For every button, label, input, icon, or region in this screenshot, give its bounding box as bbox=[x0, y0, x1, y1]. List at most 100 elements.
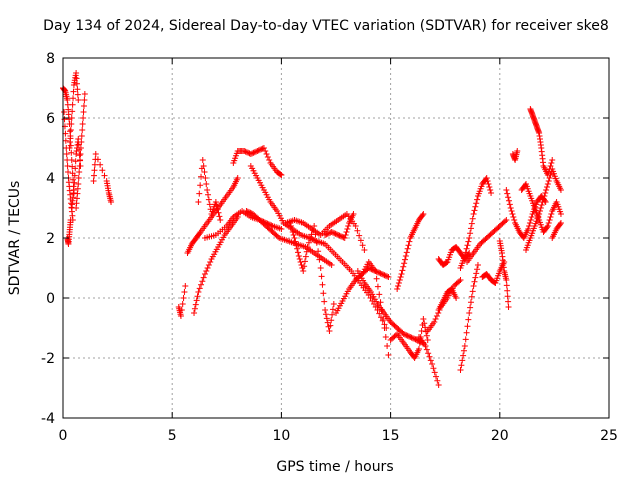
data-point bbox=[288, 226, 295, 232]
data-point bbox=[191, 305, 198, 312]
data-point bbox=[79, 121, 86, 127]
data-point bbox=[486, 184, 493, 190]
data-point bbox=[302, 253, 309, 260]
data-point bbox=[404, 245, 411, 252]
data-point bbox=[329, 311, 336, 318]
data-point bbox=[196, 285, 203, 292]
data-point bbox=[316, 256, 323, 263]
data-point bbox=[472, 274, 479, 281]
data-point bbox=[462, 249, 469, 256]
series-track-18 bbox=[322, 211, 357, 241]
data-point bbox=[412, 336, 419, 343]
data-point bbox=[198, 173, 205, 180]
data-point bbox=[377, 270, 384, 277]
data-point bbox=[69, 108, 76, 115]
data-point bbox=[352, 223, 359, 229]
series-track-06 bbox=[64, 217, 74, 247]
data-point bbox=[216, 213, 223, 220]
series-track-35 bbox=[518, 181, 564, 235]
data-point bbox=[324, 230, 331, 237]
data-point bbox=[544, 181, 551, 187]
y-tick-label: -4 bbox=[41, 411, 55, 427]
data-point bbox=[76, 169, 83, 175]
data-point bbox=[260, 145, 267, 151]
data-point bbox=[395, 283, 402, 289]
data-point bbox=[361, 247, 368, 253]
data-point bbox=[409, 335, 416, 342]
data-point bbox=[539, 199, 546, 205]
data-point bbox=[198, 281, 205, 288]
data-point bbox=[466, 310, 473, 316]
data-point bbox=[99, 167, 106, 174]
data-point bbox=[318, 273, 325, 280]
data-point bbox=[330, 301, 337, 307]
data-point bbox=[178, 307, 185, 313]
data-point bbox=[380, 271, 387, 278]
data-point bbox=[404, 332, 411, 339]
data-point bbox=[420, 211, 427, 217]
data-point bbox=[76, 163, 83, 169]
data-point bbox=[503, 217, 510, 223]
data-point bbox=[300, 268, 307, 274]
data-point bbox=[278, 172, 285, 178]
series-track-15 bbox=[247, 163, 390, 331]
data-point bbox=[199, 157, 206, 163]
data-point bbox=[377, 299, 384, 306]
series-track-08 bbox=[175, 283, 189, 319]
axis-ticks bbox=[62, 57, 610, 419]
data-point bbox=[201, 271, 208, 277]
data-point bbox=[401, 260, 408, 267]
data-point bbox=[384, 273, 391, 280]
data-point bbox=[204, 265, 211, 271]
data-point bbox=[67, 127, 74, 133]
data-point bbox=[548, 211, 555, 217]
data-point bbox=[542, 190, 549, 196]
data-point bbox=[381, 272, 388, 279]
data-point bbox=[462, 336, 469, 343]
y-tick-label: -2 bbox=[41, 351, 55, 367]
x-tick-label: 15 bbox=[382, 428, 400, 444]
data-point bbox=[266, 157, 273, 163]
x-tick-label: 25 bbox=[600, 428, 618, 444]
data-point bbox=[73, 80, 80, 87]
data-point bbox=[70, 176, 77, 183]
data-point bbox=[207, 259, 214, 265]
data-point bbox=[256, 146, 263, 153]
data-point bbox=[262, 148, 269, 154]
data-point bbox=[326, 230, 333, 237]
data-point bbox=[503, 282, 510, 289]
data-point bbox=[423, 346, 430, 353]
data-point bbox=[321, 298, 328, 305]
data-point bbox=[461, 343, 468, 349]
data-point bbox=[197, 182, 204, 189]
data-point bbox=[75, 97, 82, 103]
data-point bbox=[547, 172, 554, 178]
data-point bbox=[80, 115, 87, 121]
data-point bbox=[506, 201, 513, 208]
series-track-11 bbox=[195, 157, 224, 223]
data-points bbox=[60, 70, 564, 388]
data-point bbox=[201, 169, 208, 175]
data-point bbox=[254, 148, 261, 154]
series-track-14 bbox=[243, 208, 335, 268]
data-point bbox=[78, 139, 85, 145]
data-point bbox=[458, 362, 465, 369]
data-point bbox=[249, 150, 256, 157]
data-point bbox=[77, 151, 84, 157]
data-point bbox=[331, 230, 338, 237]
data-point bbox=[301, 258, 308, 265]
data-point bbox=[263, 151, 270, 157]
data-point bbox=[75, 136, 82, 142]
data-point bbox=[402, 331, 409, 338]
data-point bbox=[557, 187, 564, 193]
data-point bbox=[545, 220, 552, 226]
data-point bbox=[503, 277, 510, 283]
y-tick-label: 2 bbox=[46, 231, 55, 247]
data-point bbox=[418, 328, 425, 334]
data-point bbox=[274, 233, 281, 240]
data-point bbox=[191, 310, 198, 316]
data-point bbox=[382, 334, 389, 340]
data-point bbox=[322, 307, 329, 313]
data-point bbox=[179, 301, 186, 307]
data-point bbox=[421, 320, 428, 327]
